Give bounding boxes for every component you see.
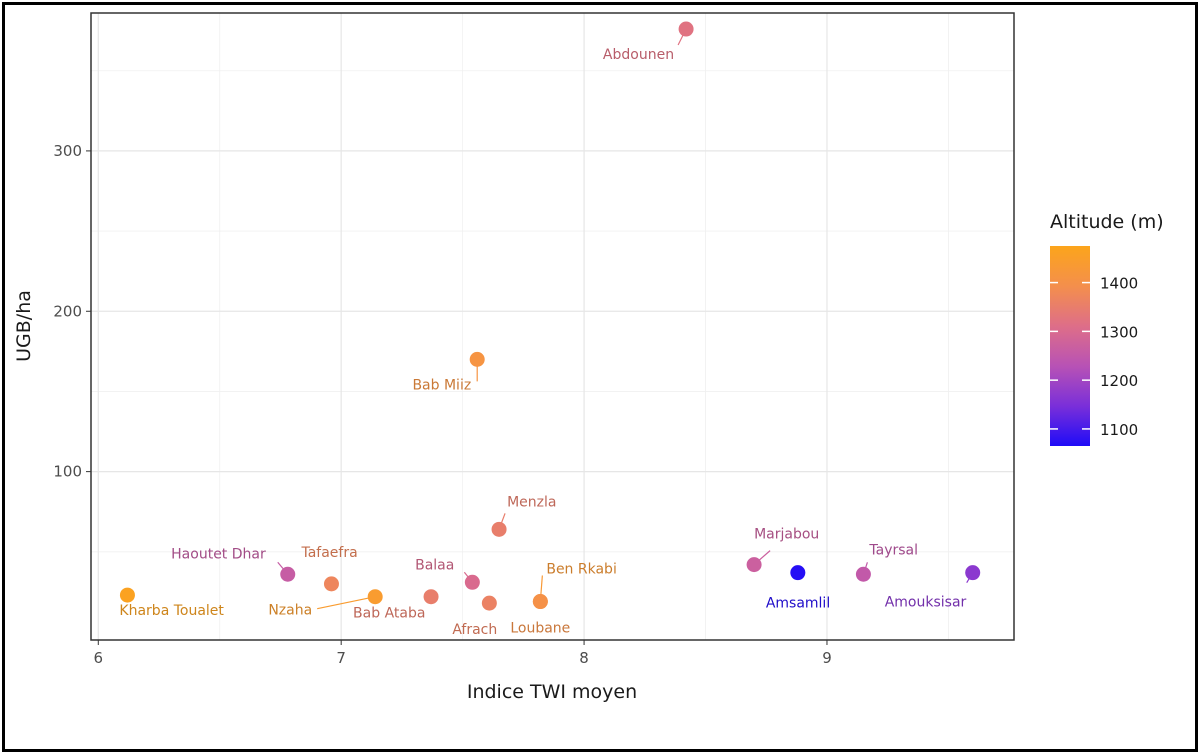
point-nzaha — [368, 589, 383, 604]
point-label-nzaha: Nzaha — [268, 603, 312, 619]
point-label-haoutet-dhar: Haoutet Dhar — [171, 546, 266, 562]
point-kharba-toualet — [120, 588, 135, 603]
point-label-loubane: Loubane — [510, 621, 570, 637]
point-marjabou — [747, 557, 762, 572]
point-label-balaa: Balaa — [415, 557, 454, 573]
point-menzla — [492, 522, 507, 537]
point-label-abdounen: Abdounen — [603, 47, 674, 63]
legend-tick-label: 1400 — [1100, 275, 1138, 293]
point-balaa — [465, 575, 480, 590]
legend-tick-label: 1100 — [1100, 421, 1138, 439]
x-tick-label: 7 — [336, 649, 346, 667]
legend-colorbar — [1050, 246, 1090, 446]
point-label-bab-miiz: Bab Miiz — [412, 377, 471, 393]
axis-ticks: 6 7 8 9 100 200 300 — [53, 142, 831, 667]
point-label-bab-ataba: Bab Ataba — [353, 606, 425, 622]
point-amouksisar — [965, 565, 980, 580]
point-label-afrach: Afrach — [452, 622, 497, 638]
x-tick-label: 6 — [94, 649, 104, 667]
point-amsamlil — [790, 565, 805, 580]
legend-tick-label: 1300 — [1100, 323, 1138, 341]
x-axis-title: Indice TWI moyen — [467, 681, 637, 703]
y-axis-title: UGB/ha — [13, 290, 35, 362]
point-abdounen — [679, 22, 694, 37]
point-bab-miiz — [470, 352, 485, 367]
x-tick-label: 8 — [579, 649, 589, 667]
point-label-amsamlil: Amsamlil — [766, 596, 830, 612]
point-label-marjabou: Marjabou — [754, 527, 819, 543]
point-label-menzla: Menzla — [507, 494, 556, 510]
data-points: Abdounen Bab Miiz Menzla Haoutet Dhar Tafaef… — [119, 22, 980, 639]
point-loubane — [533, 594, 548, 609]
x-tick-label: 9 — [822, 649, 832, 667]
point-haoutet-dhar — [280, 567, 295, 582]
y-tick-label: 100 — [53, 463, 82, 481]
point-label-tafaefra: Tafaefra — [300, 545, 357, 561]
point-label-tayrsal: Tayrsal — [868, 542, 918, 558]
legend-tick-label: 1200 — [1100, 372, 1138, 390]
color-legend: Altitude (m) 1100 1200 1300 1400 — [1050, 211, 1164, 446]
y-tick-label: 200 — [53, 302, 82, 320]
y-tick-label: 300 — [53, 142, 82, 160]
point-tafaefra — [324, 576, 339, 591]
point-label-ben-rkabi: Ben Rkabi — [546, 562, 617, 578]
point-tayrsal — [856, 567, 871, 582]
legend-title: Altitude (m) — [1050, 211, 1164, 233]
point-bab-ataba — [424, 589, 439, 604]
point-label-amouksisar: Amouksisar — [885, 595, 967, 611]
point-afrach — [482, 596, 497, 611]
point-label-kharba-toualet: Kharba Toualet — [119, 603, 224, 619]
